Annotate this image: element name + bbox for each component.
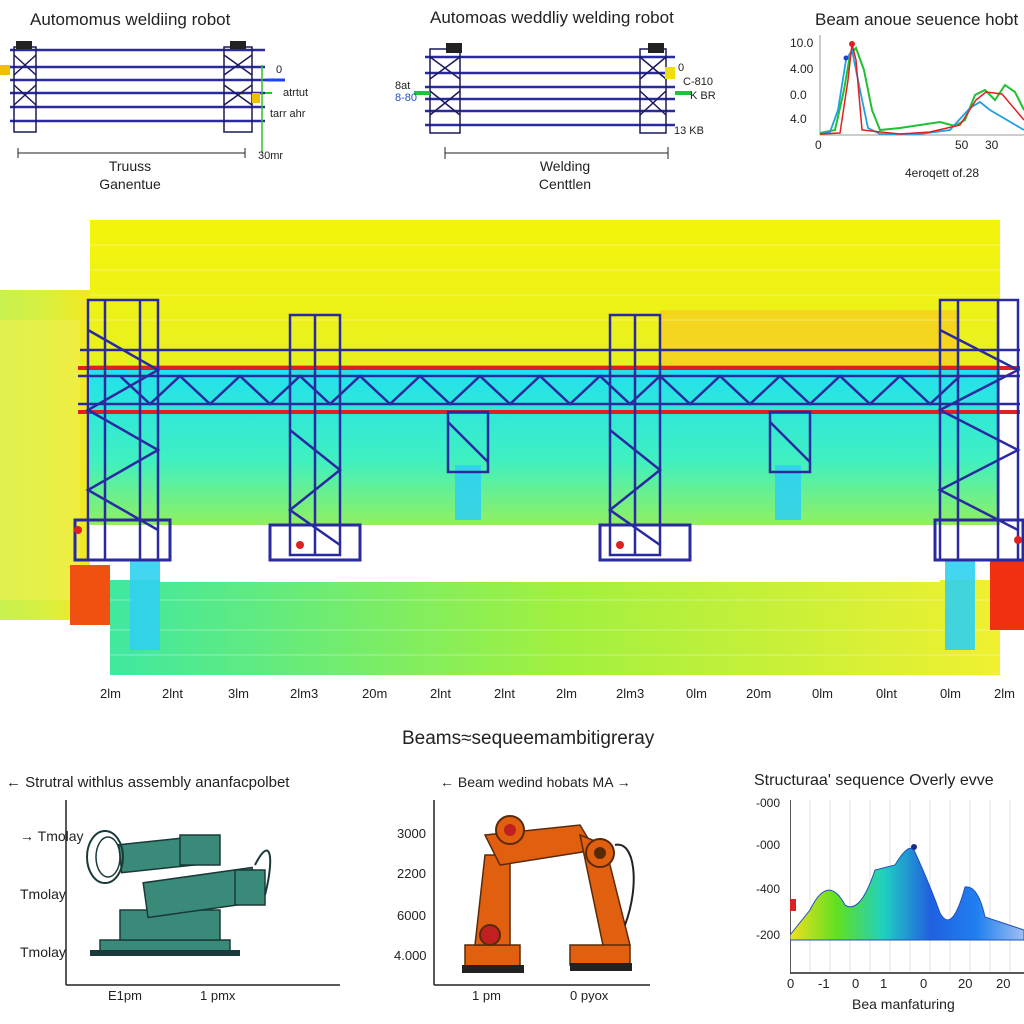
top-middle-caption-2: Centtlen	[538, 176, 592, 192]
bottom-right-x-tick-2: -1	[818, 976, 830, 991]
top-left-title: Automomus weldiing robot	[30, 10, 231, 29]
bottom-right-series-area	[790, 847, 1024, 941]
bottom-left-machine-diagram	[65, 800, 340, 986]
bottom-right-y-tick-4: -200	[756, 928, 781, 942]
ruler-label: 2lm	[556, 686, 577, 701]
arrow-right-icon: →	[616, 774, 631, 790]
top-middle-truss-diagram	[414, 43, 692, 159]
bottom-left-y-label-2: Tmolay	[20, 886, 66, 902]
bottom-left-title-text: Strutral withlus assembly ananfacpolbet	[25, 774, 290, 791]
top-middle-right-label-1: 0	[678, 62, 685, 74]
ruler-label: 2lm	[994, 686, 1015, 701]
top-right-y-tick-1: 10.0	[790, 36, 814, 50]
top-middle-right-label-3: K BR	[690, 90, 716, 102]
bottom-right-x-tick-4: 1	[880, 976, 888, 991]
bottom-right-x-tick-6: 20	[958, 976, 973, 991]
ruler-label: 0lm	[940, 686, 961, 701]
top-right-y-tick-3: 0.0	[790, 88, 807, 102]
top-middle-left-label-1: 8at	[395, 80, 411, 92]
bottom-right-area-chart	[790, 800, 1024, 974]
top-left-caption-2: Ganentue	[99, 176, 161, 192]
bottom-middle-title: ← Beam wedind hobats MA →	[440, 774, 631, 790]
top-middle-left-label-2: 8-80	[395, 92, 418, 104]
bottom-left-y-label-1: → Tmolay	[20, 828, 84, 844]
bottom-middle-y-tick-3: 6000	[397, 908, 426, 923]
ruler-label: 2lnt	[494, 686, 515, 701]
section-title: Beams≈sequeemambitigreray	[402, 728, 655, 749]
ruler-label: 0lm	[812, 686, 833, 701]
main-truss-heatmap	[0, 220, 1024, 675]
top-left-truss-diagram	[0, 41, 285, 158]
top-right-y-tick-4: 4.0	[790, 112, 807, 126]
arrow-right-icon: →	[20, 828, 34, 844]
ruler-label: 20m	[362, 686, 388, 701]
bottom-right-x-tick-5: 0	[920, 976, 928, 991]
top-right-series-red	[819, 43, 1024, 135]
bottom-right-x-tick-1: 0	[787, 976, 795, 991]
bottom-middle-title-text: Beam wedind hobats	[457, 774, 589, 790]
top-right-x-tick-3: 30	[985, 138, 999, 152]
ruler-label: 0lm	[686, 686, 707, 701]
top-right-x-tick-2: 50	[955, 138, 969, 152]
top-middle-caption-1: Welding	[539, 158, 591, 174]
top-right-title: Beam anoue seuence hobt	[815, 10, 1019, 29]
bottom-middle-y-tick-4: 4.000	[394, 948, 427, 963]
bottom-left-x-tick-2: 1 pmx	[200, 988, 236, 1003]
top-right-line-chart	[819, 35, 1024, 136]
ruler-label: 3lm	[228, 686, 249, 701]
top-right-y-tick-2: 4.00	[790, 62, 814, 76]
ruler-label: 2lm3	[616, 686, 645, 701]
ruler-label: 2lnt	[162, 686, 183, 701]
bottom-right-x-tick-7: 20	[996, 976, 1011, 991]
bottom-right-x-tick-3: 0	[852, 976, 860, 991]
top-left-side-label-2: atrtut	[283, 87, 309, 99]
ruler-label: 2lm	[100, 686, 121, 701]
ruler-label: 2lnt	[430, 686, 451, 701]
bottom-left-title: ← Strutral withlus assembly ananfacpolbe…	[6, 774, 289, 791]
top-right-footer: 4eroqett of.28	[905, 166, 980, 180]
bottom-right-peak-marker	[911, 844, 917, 850]
bottom-middle-robot-diagram	[433, 800, 650, 986]
bottom-middle-y-tick-1: 3000	[397, 826, 426, 841]
top-left-side-label-4: 30mr	[258, 150, 284, 162]
top-left-side-label-1: 0	[276, 64, 283, 76]
top-left-side-label-3: tarr ahr	[270, 108, 306, 120]
bottom-right-title: Structuraa' sequence Overly evve	[754, 772, 994, 789]
bottom-right-y-tick-1: -000	[756, 796, 781, 810]
bottom-middle-x-tick-1: 1 pm	[472, 988, 501, 1003]
top-middle-right-label-2: C-810	[683, 76, 713, 88]
top-middle-title: Automoas weddliy welding robot	[430, 8, 674, 27]
arrow-left-icon: ←	[440, 774, 454, 790]
bottom-right-y-tick-2: -000	[756, 838, 781, 852]
top-right-x-tick-1: 0	[815, 138, 822, 152]
bottom-right-y-tick-3: -400	[756, 882, 781, 896]
top-left-caption-1: Truuss	[108, 158, 152, 174]
bottom-middle-title-suffix: MA	[592, 774, 613, 790]
bottom-middle-x-tick-2: 0 pyox	[570, 988, 609, 1003]
bottom-middle-y-tick-2: 2200	[397, 866, 426, 881]
top-middle-right-label-4: 13 KB	[674, 125, 704, 137]
ruler-label: 20m	[746, 686, 772, 701]
bottom-left-y-label-3: Tmolay	[20, 944, 66, 960]
ruler-label: 2lm3	[290, 686, 319, 701]
ruler-label: 0lnt	[876, 686, 897, 701]
arrow-left-icon: ←	[6, 774, 21, 791]
bottom-right-xlabel: Bea manfaturing	[852, 996, 955, 1012]
bottom-left-x-tick-1: E1pm	[108, 988, 142, 1003]
